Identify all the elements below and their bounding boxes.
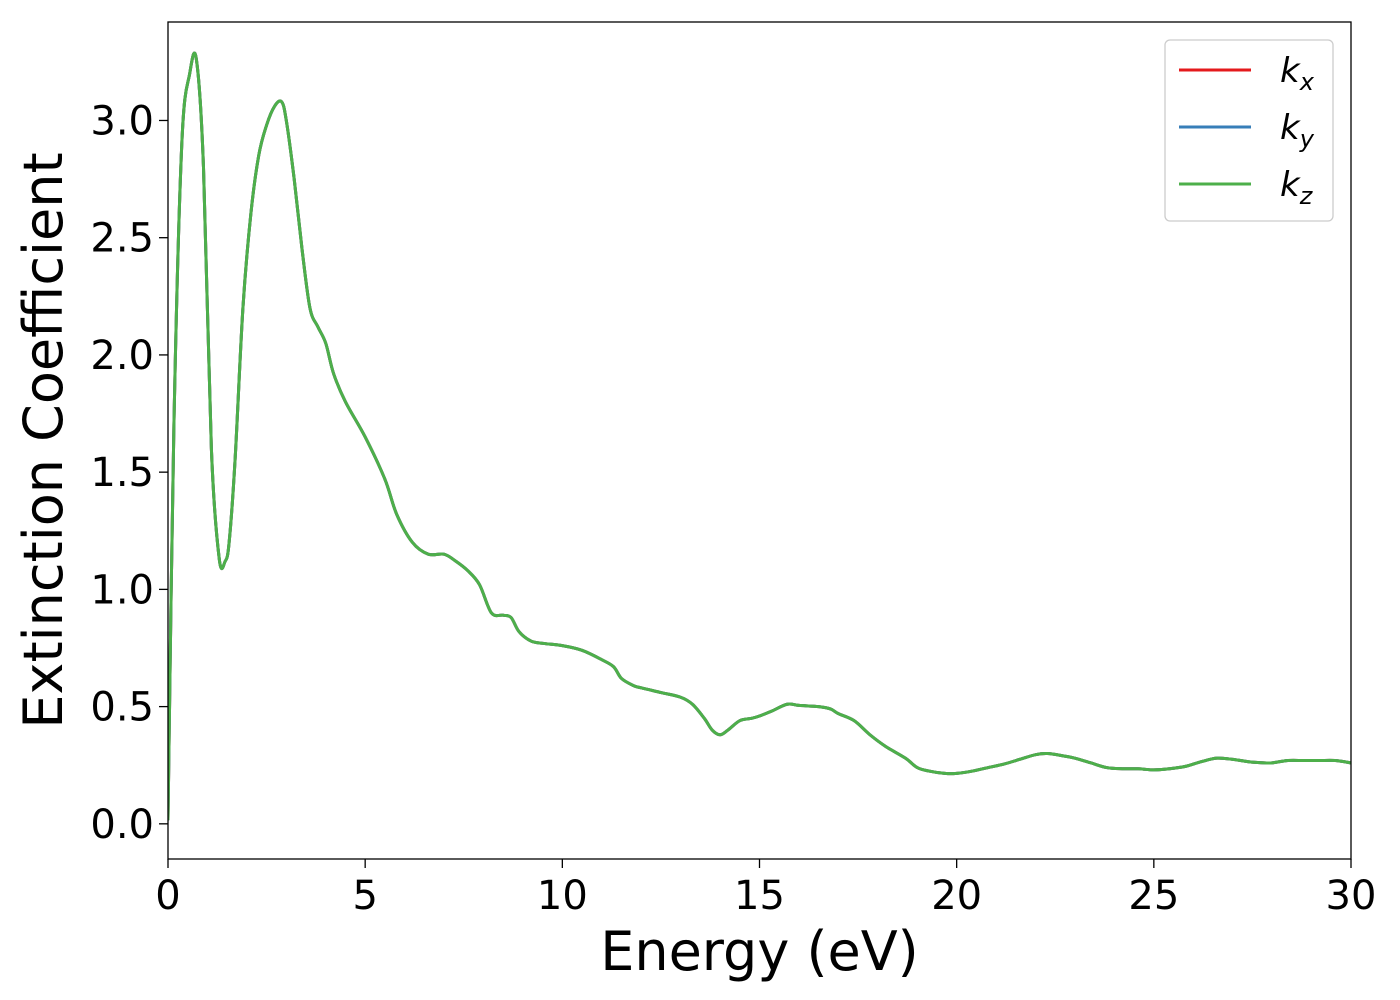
legend-label-subscript: x: [1299, 68, 1315, 96]
x-tick-label: 30: [1326, 873, 1377, 919]
y-tick-label: 0.0: [90, 802, 154, 848]
x-tick-label: 20: [931, 873, 982, 919]
legend-label-kx: kx: [1280, 51, 1315, 96]
y-tick-label: 2.0: [90, 333, 154, 379]
legend-box: [1164, 39, 1334, 222]
x-tick-label: 5: [352, 873, 377, 919]
y-axis-title: Extinction Coefficient: [12, 152, 75, 728]
legend-label-base: k: [1280, 51, 1301, 91]
y-tick-label: 0.5: [90, 685, 154, 731]
legend-label-subscript: z: [1299, 182, 1314, 210]
legend-label-subscript: y: [1299, 125, 1315, 153]
legend-label-kz: kz: [1280, 165, 1314, 210]
x-tick-label: 25: [1128, 873, 1179, 919]
axis-ticks: 0 5 10 15 20 25 30 0.0 0.5 1.0 1.5 2.0 2.5 3.0: [90, 98, 1376, 919]
x-tick-label: 0: [155, 873, 180, 919]
series-line-kz: [168, 51, 1351, 821]
legend-label-base: k: [1280, 108, 1301, 148]
series-lines: [168, 51, 1351, 821]
x-axis-title: Energy (eV): [600, 920, 919, 983]
x-tick-label: 10: [537, 873, 588, 919]
y-tick-label: 3.0: [90, 98, 154, 144]
y-tick-label: 1.0: [90, 567, 154, 613]
x-tick-label: 15: [734, 873, 785, 919]
y-tick-label: 1.5: [90, 450, 154, 496]
legend-label-ky: ky: [1280, 108, 1315, 153]
y-tick-label: 2.5: [90, 216, 154, 262]
legend-label-base: k: [1280, 165, 1301, 205]
